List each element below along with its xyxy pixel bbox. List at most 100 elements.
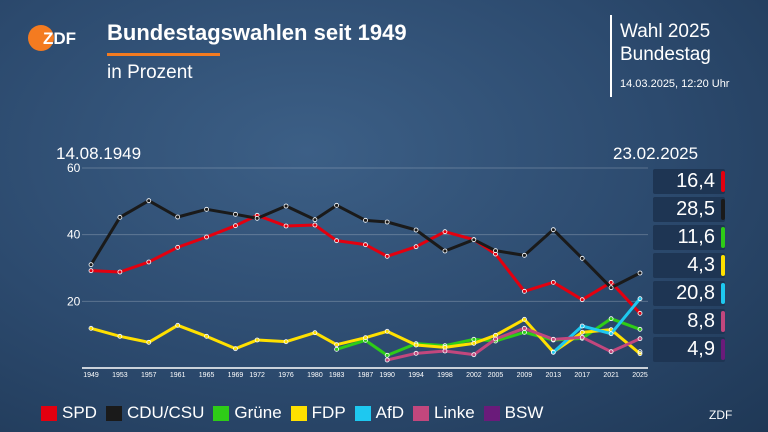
result-value: 8,8: [687, 310, 715, 332]
data-point: [254, 215, 260, 221]
chart-grid: [82, 167, 648, 302]
data-point: [175, 214, 181, 220]
legend-item: BSW: [483, 403, 543, 423]
data-point: [175, 244, 181, 250]
legend-item: FDP: [290, 403, 346, 423]
series-cdu-csu: [88, 198, 643, 291]
result-value: 4,3: [687, 254, 715, 276]
series-line: [89, 317, 642, 356]
data-point: [363, 217, 368, 223]
result-color-bar: [721, 227, 725, 248]
data-point: [334, 202, 340, 208]
data-point: [637, 336, 643, 342]
x-tick-label: 1949: [83, 372, 99, 379]
election-line-1: Wahl 2025: [620, 21, 711, 42]
data-point: [117, 333, 123, 339]
legend-item: Grüne: [213, 403, 282, 423]
data-point: [312, 330, 318, 336]
data-point: [579, 255, 585, 261]
data-point: [204, 333, 209, 339]
x-tick-label: 1965: [199, 372, 215, 379]
data-point: [608, 349, 614, 355]
data-point: [312, 222, 318, 228]
election-line-2: Bundestag: [620, 44, 711, 65]
x-tick-label: 1961: [170, 372, 186, 379]
legend-label: Linke: [434, 403, 475, 422]
result-box: 11,6: [653, 225, 725, 250]
data-point: [88, 268, 94, 274]
legend-item: Linke: [413, 403, 475, 423]
x-tick-label: 1972: [249, 372, 265, 379]
election-label: Wahl 2025 Bundestag: [620, 20, 711, 66]
series-bsw: [637, 349, 643, 355]
legend-label: Grüne: [234, 403, 282, 422]
legend-swatch: [354, 405, 371, 421]
legend-item: CDU/CSU: [105, 403, 205, 423]
data-point: [522, 288, 527, 294]
y-tick-labels: 20 40 60: [67, 161, 81, 308]
data-point: [579, 329, 585, 335]
data-point: [334, 346, 340, 352]
data-point: [254, 337, 260, 343]
result-box: 28,5: [653, 197, 725, 222]
data-point: [637, 310, 643, 316]
data-point: [608, 331, 614, 337]
data-point: [637, 326, 643, 332]
y-tick-label: 60: [67, 161, 81, 175]
y-tick-label: 40: [67, 228, 81, 242]
data-point: [146, 259, 152, 265]
data-point: [384, 328, 390, 334]
series-line: [89, 199, 642, 290]
data-point: [88, 262, 94, 268]
data-point: [550, 349, 556, 355]
data-point: [146, 339, 152, 345]
range-start-date: 14.08.1949: [56, 144, 142, 163]
data-point: [637, 270, 643, 276]
x-tick-label: 1969: [228, 372, 244, 379]
x-tick-label: 2005: [488, 372, 504, 379]
result-color-bar: [721, 311, 725, 332]
x-tick-label: 1957: [141, 372, 157, 379]
data-point: [363, 335, 368, 341]
data-point: [522, 252, 527, 258]
data-point: [384, 357, 390, 363]
legend-label: CDU/CSU: [126, 403, 205, 422]
series-fdp: [88, 316, 643, 357]
data-point: [233, 346, 238, 352]
result-value: 16,4: [676, 170, 715, 192]
data-point: [384, 253, 390, 259]
data-point: [283, 223, 289, 229]
x-tick-label: 1976: [278, 372, 294, 379]
result-color-bar: [721, 199, 725, 220]
x-tick-label: 1953: [112, 372, 128, 379]
chart-series: [88, 198, 643, 363]
data-point: [579, 334, 585, 340]
header-divider: [610, 15, 612, 97]
x-tick-label: 2013: [546, 372, 562, 379]
zdf-logo: ZDF: [28, 25, 76, 51]
data-point: [384, 219, 390, 225]
page-title: Bundestagswahlen seit 1949: [107, 20, 407, 45]
data-point: [550, 227, 556, 233]
x-tick-label: 1990: [379, 372, 395, 379]
data-point: [413, 350, 419, 356]
logo-text: ZDF: [43, 29, 76, 48]
legend-swatch: [213, 405, 230, 421]
result-color-bar: [721, 171, 725, 192]
legend-label: SPD: [62, 403, 97, 422]
x-tick-label: 1983: [329, 372, 345, 379]
result-boxes: 16,4 28,5 11,6 4,3 20,8 8,8 4,9: [653, 169, 725, 365]
data-point: [88, 325, 94, 331]
data-point: [442, 348, 448, 354]
legend: SPD CDU/CSU Grüne FDP AfD Linke BSW: [41, 403, 552, 423]
data-point: [283, 339, 289, 345]
data-point: [363, 242, 368, 248]
result-value: 28,5: [676, 198, 715, 220]
data-point: [493, 248, 498, 254]
data-point: [522, 325, 527, 331]
result-value: 20,8: [676, 282, 715, 304]
data-point: [413, 227, 419, 233]
data-point: [117, 269, 123, 275]
data-point: [637, 296, 643, 302]
